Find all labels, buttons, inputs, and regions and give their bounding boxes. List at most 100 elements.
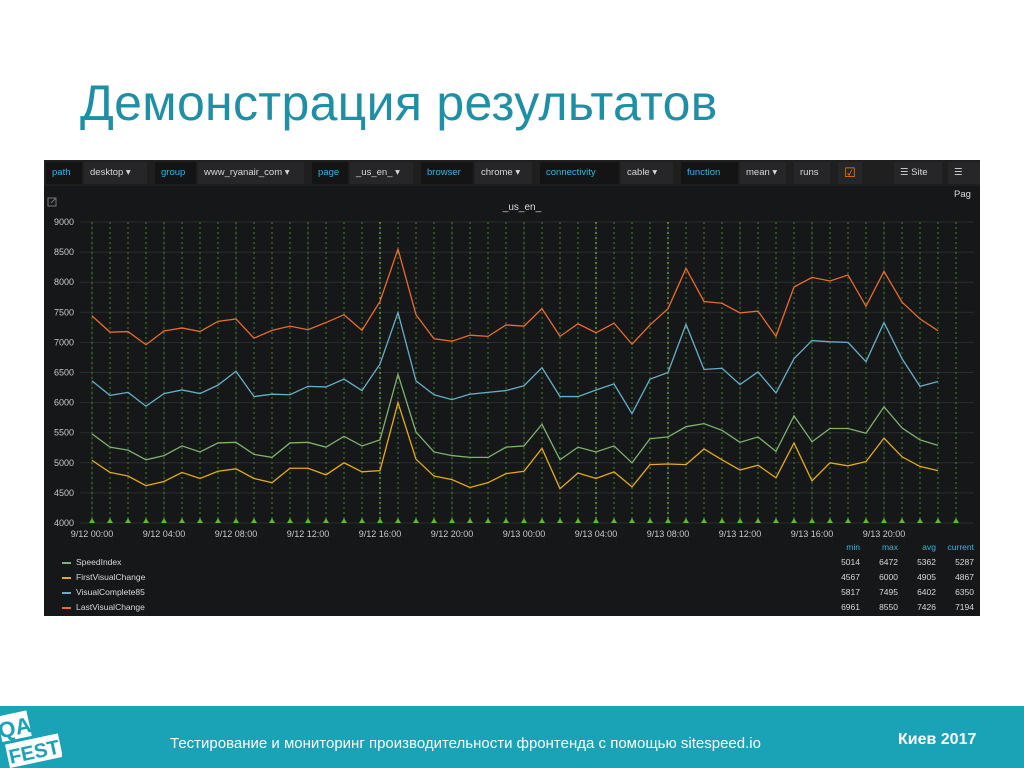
- toolbar-label-2: group: [155, 162, 196, 184]
- legend-max-value: 6000: [879, 572, 898, 582]
- annotation-marker: [683, 518, 689, 523]
- annotation-marker: [701, 518, 707, 523]
- legend-max-value: 6472: [879, 557, 898, 567]
- annotation-marker: [413, 518, 419, 523]
- x-tick-label: 9/13 08:00: [647, 529, 690, 539]
- legend-min-value: 6961: [841, 602, 860, 612]
- annotation-marker: [935, 518, 941, 523]
- legend-current-value: 7194: [955, 602, 974, 612]
- series-line-FirstVisualChange: [91, 400, 939, 490]
- site-dashboard-button[interactable]: ☰ Site: [894, 162, 942, 184]
- annotation-marker: [359, 518, 365, 523]
- legend-header-current[interactable]: current: [947, 542, 974, 552]
- toolbar-value-9[interactable]: cable ▾: [621, 162, 673, 184]
- annotation-marker: [449, 518, 455, 523]
- annotation-marker: [395, 518, 401, 523]
- x-tick-label: 9/12 20:00: [431, 529, 474, 539]
- legend-row[interactable]: VisualComplete85 5817 7495 6402 6350: [44, 586, 980, 601]
- annotation-marker: [305, 518, 311, 523]
- x-tick-label: 9/12 16:00: [359, 529, 402, 539]
- legend-min-value: 5817: [841, 587, 860, 597]
- legend-row[interactable]: FirstVisualChange 4567 6000 4905 4867: [44, 571, 980, 586]
- y-tick-label: 6000: [54, 398, 74, 408]
- toolbar-check-13[interactable]: ☑: [838, 162, 862, 184]
- annotation-marker: [881, 518, 887, 523]
- page-dashboard-button[interactable]: ☰ Pag: [948, 162, 980, 200]
- y-tick-label: 4000: [54, 518, 74, 528]
- annotation-marker: [143, 518, 149, 523]
- toolbar-value-5[interactable]: _us_en_ ▾: [350, 162, 413, 184]
- x-tick-label: 9/12 00:00: [71, 529, 114, 539]
- legend-series-name[interactable]: SpeedIndex: [76, 557, 122, 567]
- annotation-marker: [485, 518, 491, 523]
- y-tick-label: 6500: [54, 368, 74, 378]
- x-tick-label: 9/13 00:00: [503, 529, 546, 539]
- y-tick-label: 5500: [54, 428, 74, 438]
- annotation-marker: [845, 518, 851, 523]
- annotation-marker: [557, 518, 563, 523]
- footer-city: Киев 2017: [898, 731, 977, 748]
- grafana-panel: path desktop ▾ group www_ryanair_com ▾ page _…: [44, 160, 980, 616]
- y-tick-label: 7000: [54, 337, 74, 347]
- annotation-marker: [575, 518, 581, 523]
- annotation-marker: [665, 518, 671, 523]
- x-tick-label: 9/13 12:00: [719, 529, 762, 539]
- legend-avg-value: 5362: [917, 557, 936, 567]
- annotation-marker: [917, 518, 923, 523]
- legend-header-max[interactable]: max: [881, 542, 898, 552]
- toolbar-value-11[interactable]: mean ▾: [740, 162, 786, 184]
- legend-series-name[interactable]: LastVisualChange: [76, 602, 145, 612]
- series-line-VisualComplete85: [91, 310, 939, 415]
- annotation-marker: [863, 518, 869, 523]
- annotation-marker: [323, 518, 329, 523]
- annotation-marker: [791, 518, 797, 523]
- legend-header-min[interactable]: min: [846, 542, 860, 552]
- x-tick-label: 9/12 08:00: [215, 529, 258, 539]
- toolbar-value-3[interactable]: www_ryanair_com ▾: [198, 162, 304, 184]
- legend-swatch: [62, 562, 71, 564]
- footer-bar: Тестирование и мониторинг производительн…: [0, 706, 1024, 768]
- y-tick-label: 4500: [54, 488, 74, 498]
- annotation-marker: [269, 518, 275, 523]
- legend-row[interactable]: SpeedIndex 5014 6472 5362 5287: [44, 556, 980, 571]
- legend-current-value: 4867: [955, 572, 974, 582]
- y-tick-label: 7500: [54, 307, 74, 317]
- annotation-marker: [377, 518, 383, 523]
- toolbar-label-0: path: [46, 162, 82, 184]
- legend-current-value: 5287: [955, 557, 974, 567]
- annotation-marker: [233, 518, 239, 523]
- annotation-marker: [287, 518, 293, 523]
- annotation-marker: [215, 518, 221, 523]
- annotation-marker: [647, 518, 653, 523]
- toolbar-value-7[interactable]: chrome ▾: [475, 162, 532, 184]
- legend-swatch: [62, 577, 71, 579]
- annotation-marker: [809, 518, 815, 523]
- annotation-marker: [593, 518, 599, 523]
- legend-min-value: 5014: [841, 557, 860, 567]
- annotation-marker: [899, 518, 905, 523]
- panel-edit-icon[interactable]: [47, 197, 57, 207]
- annotation-marker: [431, 518, 437, 523]
- legend-swatch: [62, 607, 71, 609]
- x-tick-label: 9/12 12:00: [287, 529, 330, 539]
- qa-fest-logo: QA FEST: [0, 706, 62, 768]
- legend-row[interactable]: LastVisualChange 6961 8550 7426 7194: [44, 601, 980, 616]
- legend-header-avg[interactable]: avg: [922, 542, 936, 552]
- y-tick-label: 9000: [54, 217, 74, 227]
- annotation-marker: [719, 518, 725, 523]
- toolbar-value-1[interactable]: desktop ▾: [84, 162, 147, 184]
- annotation-marker: [953, 518, 959, 523]
- annotation-marker: [179, 518, 185, 523]
- x-tick-label: 9/13 20:00: [863, 529, 906, 539]
- toolbar-label-6: browser: [421, 162, 473, 184]
- timeseries-chart: 4000 4500 5000 5500 6000 6500 7000 7500 8000 8500…: [47, 197, 974, 539]
- legend-series-name[interactable]: VisualComplete85: [76, 587, 145, 597]
- y-tick-label: 5000: [54, 458, 74, 468]
- legend-avg-value: 6402: [917, 587, 936, 597]
- annotation-marker: [89, 518, 95, 523]
- legend-series-name[interactable]: FirstVisualChange: [76, 572, 146, 582]
- toolbar-value-12[interactable]: runs: [794, 162, 830, 184]
- legend-max-value: 7495: [879, 587, 898, 597]
- x-tick-label: 9/12 04:00: [143, 529, 186, 539]
- chart-title: _us_en_: [502, 202, 542, 213]
